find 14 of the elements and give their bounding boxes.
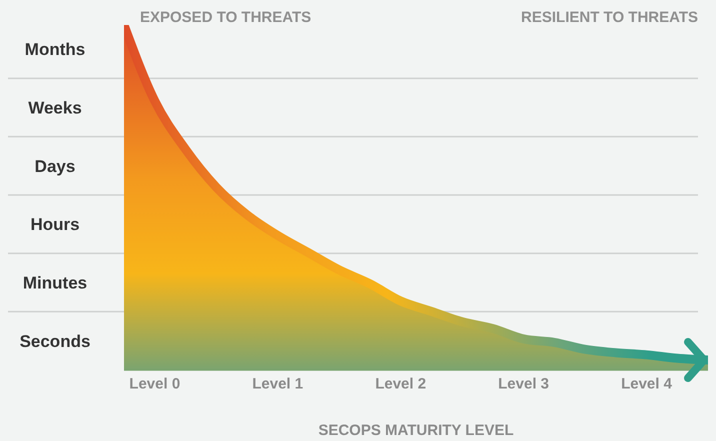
- x-tick-label: Level 2: [375, 376, 426, 393]
- x-axis-title: SECOPS MATURITY LEVEL: [318, 422, 514, 439]
- text: Days: [34, 156, 76, 176]
- text: Months: [24, 40, 86, 60]
- x-tick-label: Level 0: [129, 376, 180, 393]
- annotation: EXPOSED TO THREATS: [140, 9, 312, 26]
- annotation: RESILIENT TO THREATS: [521, 9, 698, 26]
- text: Weeks: [28, 98, 82, 118]
- text: Hours: [30, 215, 80, 234]
- x-tick-label: Level 1: [252, 376, 304, 393]
- x-tick-label: Level 3: [498, 376, 550, 393]
- x-tick-label: Level 4: [621, 376, 673, 393]
- text: Seconds: [20, 332, 90, 351]
- text: Minutes: [22, 274, 88, 292]
